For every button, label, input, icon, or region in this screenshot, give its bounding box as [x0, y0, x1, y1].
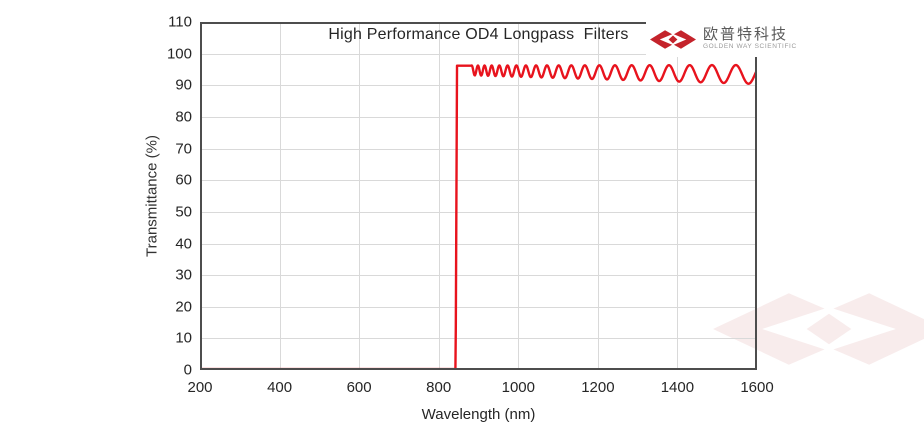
y-gridline	[200, 243, 757, 245]
y-tick-label: 60	[175, 171, 192, 189]
x-tick-label: 200	[187, 379, 213, 396]
x-axis-title: Wavelength (nm)	[421, 406, 536, 423]
y-gridline	[200, 211, 757, 213]
y-gridline	[200, 275, 757, 277]
x-tick-label: 1400	[660, 379, 695, 396]
transmission-curve-path	[200, 63, 757, 370]
x-gridline	[359, 22, 361, 370]
y-gridline	[200, 53, 757, 55]
chart-title: High Performance OD4 Longpass Filters	[328, 26, 629, 43]
transmission-curve	[200, 63, 757, 370]
y-gridline	[200, 116, 757, 118]
y-tick-label: 50	[175, 203, 192, 221]
brand-text: 欧普特科技 GOLDEN WAY SCIENTIFIC	[703, 27, 797, 51]
x-gridline	[518, 22, 520, 370]
y-tick-label: 20	[175, 298, 192, 316]
y-gridline	[200, 148, 757, 150]
y-tick-label: 10	[175, 329, 192, 347]
y-tick-label: 100	[166, 45, 192, 63]
x-tick-label: 1600	[740, 379, 774, 396]
y-gridline	[200, 85, 757, 87]
y-gridline	[200, 180, 757, 182]
brand-name-cn: 欧普特科技	[703, 26, 789, 44]
x-tick-label: 800	[426, 379, 452, 396]
x-gridline	[279, 22, 281, 370]
watermark-logo-icon	[713, 293, 924, 365]
x-tick-label: 600	[346, 379, 372, 396]
x-gridline	[438, 22, 440, 370]
y-tick-label: 80	[175, 108, 192, 126]
x-gridline	[677, 22, 679, 370]
brand-name-en: GOLDEN WAY SCIENTIFIC	[703, 43, 797, 51]
y-tick-label: 0	[183, 361, 192, 379]
brand-logo: 欧普特科技 GOLDEN WAY SCIENTIFIC	[646, 21, 801, 57]
y-tick-label: 70	[175, 140, 192, 157]
plot-area	[200, 22, 924, 370]
y-gridline	[200, 338, 757, 340]
y-tick-label: 90	[175, 76, 192, 94]
y-gridline	[200, 306, 757, 308]
x-tick-label: 400	[267, 379, 293, 396]
y-tick-label: 30	[175, 266, 192, 284]
x-tick-label: 1000	[501, 379, 535, 396]
brand-logo-icon	[650, 29, 696, 49]
x-gridline	[597, 22, 599, 370]
y-tick-label: 40	[175, 235, 192, 252]
x-tick-label: 1200	[581, 379, 615, 396]
y-tick-label: 110	[168, 13, 192, 31]
